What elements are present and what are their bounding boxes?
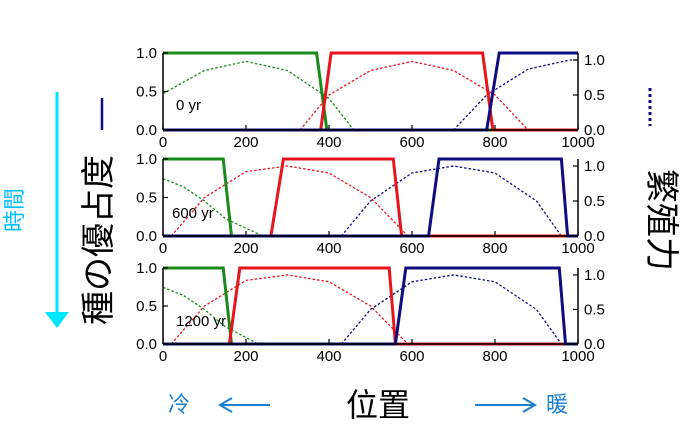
y-left-tick-label: 0.5 (136, 84, 157, 101)
fecundity-line-0 (162, 177, 263, 237)
fecundity-line-0 (162, 286, 259, 345)
y-right-tick-label: 0.0 (584, 228, 605, 245)
y-left-tick-label: 0.0 (136, 122, 157, 139)
x-tick-label: 400 (316, 348, 341, 365)
y-left-tick-label: 1.0 (136, 151, 157, 168)
y-right-tick-label: 0.5 (584, 301, 605, 318)
x-tick-label: 200 (233, 240, 258, 257)
time-annotation: 1200 yr (176, 313, 226, 330)
x-tick-label: 200 (233, 348, 258, 365)
x-tick-label: 600 (399, 348, 424, 365)
x-tick-label: 600 (399, 240, 424, 257)
fecundity-line-2 (340, 274, 562, 345)
time-arrow (45, 92, 69, 328)
time-annotation: 0 yr (176, 97, 201, 114)
fecundity-line-1 (170, 274, 409, 345)
x-tick-label: 200 (233, 134, 258, 151)
x-tick-label: 800 (482, 348, 507, 365)
y-right-tick-label: 1.0 (584, 267, 605, 284)
fecundity-line-1 (170, 165, 409, 237)
panel-2: 0 200 400 600 800 10000.00.51.00.00.51.01200 … (136, 260, 605, 365)
y-right-tick-label: 0.0 (584, 122, 605, 139)
dominance-line-1 (163, 51, 578, 132)
x-tick-label: 800 (482, 240, 507, 257)
x-tick-label: 400 (316, 134, 341, 151)
x-tick-label: 1000 (561, 240, 594, 257)
warm-label: 暖 (546, 393, 568, 418)
fecundity-line-0 (162, 60, 355, 131)
x-tick-label: 1000 (561, 134, 594, 151)
x-tick-label: 1000 (561, 348, 594, 365)
y-right-label: 繁殖力 (641, 169, 681, 271)
dominance-line-2 (163, 51, 578, 132)
x-tick-label: 0 (159, 240, 167, 257)
y-left-tick-label: 1.0 (136, 260, 157, 277)
fecundity-line-2 (340, 165, 562, 237)
x-axis-label: 位置 (346, 386, 410, 424)
y-left-label: 種の優占度 (79, 155, 119, 325)
y-right-tick-label: 0.0 (584, 336, 605, 353)
x-tick-label: 800 (482, 134, 507, 151)
cold-label: 冷 (168, 393, 190, 418)
y-right-tick-label: 1.0 (584, 52, 605, 69)
x-tick-label: 0 (159, 348, 167, 365)
x-tick-label: 0 (159, 134, 167, 151)
x-tick-label: 600 (399, 134, 424, 151)
y-right-tick-label: 0.5 (584, 87, 605, 104)
cold-arrow (218, 397, 270, 413)
y-left-tick-label: 0.0 (136, 228, 157, 245)
x-tick-label: 400 (316, 240, 341, 257)
y-left-tick-label: 0.5 (136, 298, 157, 315)
y-left-tick-label: 0.5 (136, 190, 157, 207)
y-right-tick-label: 1.0 (584, 158, 605, 175)
y-left-tick-label: 1.0 (136, 45, 157, 62)
fecundity-line-1 (299, 60, 529, 131)
time-label: 時間 (3, 188, 28, 232)
time-annotation: 600 yr (172, 205, 214, 222)
warm-arrow (475, 397, 537, 413)
fecundity-line-2 (453, 59, 578, 131)
y-left-tick-label: 0.0 (136, 336, 157, 353)
dominance-line-0 (163, 51, 578, 132)
y-right-tick-label: 0.5 (584, 193, 605, 210)
